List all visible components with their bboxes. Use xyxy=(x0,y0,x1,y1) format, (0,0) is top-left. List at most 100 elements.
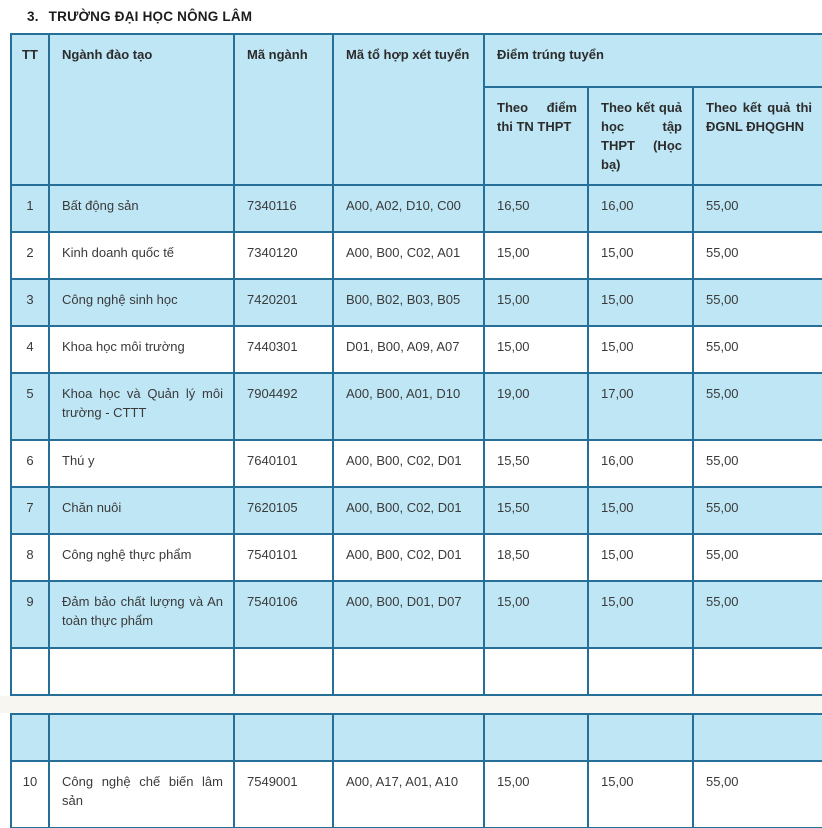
header-row-1: TT Ngành đào tạo Mã ngành Mã tổ hợp xét … xyxy=(10,33,822,186)
cell-score-hocba: 15,00 xyxy=(587,486,694,535)
table-row: 6 Thú y 7640101 A00, B00, C02, D01 15,50 16,0… xyxy=(10,439,822,488)
cell-tt: 8 xyxy=(10,533,50,582)
cutoff-partial-row xyxy=(10,647,822,696)
cell-code: 7440301 xyxy=(233,325,334,374)
cutoff-cell xyxy=(48,647,235,696)
col-header-score-thpt: Theo điểm thi TN THPT xyxy=(483,86,589,186)
cell-combination: A00, B00, C02, D01 xyxy=(332,533,485,582)
cutoff-cell xyxy=(233,647,334,696)
cell-score-hocba: 15,00 xyxy=(587,760,694,828)
cell-combination: A00, B00, C02, D01 xyxy=(332,439,485,488)
table-row: 1 Bất động sản 7340116 A00, A02, D10, C00 16… xyxy=(10,184,822,233)
cell-score-hocba: 15,00 xyxy=(587,533,694,582)
cutoff-partial-row xyxy=(10,713,822,762)
cell-tt: 3 xyxy=(10,278,50,327)
cutoff-cell xyxy=(691,647,822,696)
table-row: 5 Khoa học và Quản lý môi trường - CTTT 79… xyxy=(10,372,822,441)
cell-score-hocba: 17,00 xyxy=(587,372,694,441)
section-number: 3. xyxy=(27,9,39,24)
section-title-text: TRƯỜNG ĐẠI HỌC NÔNG LÂM xyxy=(48,9,253,24)
cell-tt: 6 xyxy=(10,439,50,488)
cell-combination: A00, A17, A01, A10 xyxy=(332,760,485,828)
cell-major: Khoa học và Quản lý môi trường - CTTT xyxy=(48,372,235,441)
cell-major: Đảm bảo chất lượng và An toàn thực phẩm xyxy=(48,580,235,649)
cell-code: 7340120 xyxy=(233,231,334,280)
cell-code: 7620105 xyxy=(233,486,334,535)
cell-score-dgnl: 55,00 xyxy=(691,486,822,535)
cell-combination: D01, B00, A09, A07 xyxy=(332,325,485,374)
cell-major: Chăn nuôi xyxy=(48,486,235,535)
cell-score-hocba: 16,00 xyxy=(587,439,694,488)
admission-score-table-part1: TT Ngành đào tạo Mã ngành Mã tổ hợp xét … xyxy=(10,33,822,696)
cell-combination: A00, B00, C02, D01 xyxy=(332,486,485,535)
table-row: 8 Công nghệ thực phẩm 7540101 A00, B00, C02… xyxy=(10,533,822,582)
cell-code: 7640101 xyxy=(233,439,334,488)
cutoff-cell xyxy=(332,647,485,696)
cell-major: Kinh doanh quốc tế xyxy=(48,231,235,280)
cell-score-dgnl: 55,00 xyxy=(691,580,822,649)
table-row: 10 Công nghệ chế biến lâm sản 7549001 A00, … xyxy=(10,760,822,828)
cell-score-hocba: 16,00 xyxy=(587,184,694,233)
cell-score-thpt: 15,50 xyxy=(483,439,589,488)
cell-score-dgnl: 55,00 xyxy=(691,372,822,441)
cell-score-thpt: 15,00 xyxy=(483,325,589,374)
cell-major: Thú y xyxy=(48,439,235,488)
cutoff-cell xyxy=(483,647,589,696)
col-header-code: Mã ngành xyxy=(233,33,334,186)
col-header-score-hocba: Theo kết quả học tập THPT (Học bạ) xyxy=(587,86,694,186)
cell-score-thpt: 15,00 xyxy=(483,231,589,280)
cell-tt: 5 xyxy=(10,372,50,441)
cell-major: Công nghệ chế biến lâm sản xyxy=(48,760,235,828)
col-header-score-group: Điểm trúng tuyển xyxy=(482,33,822,88)
cell-code: 7540106 xyxy=(233,580,334,649)
col-header-combination: Mã tổ hợp xét tuyển xyxy=(332,33,485,186)
cell-code: 7549001 xyxy=(233,760,334,828)
cell-score-hocba: 15,00 xyxy=(587,231,694,280)
cell-tt: 10 xyxy=(10,760,50,828)
cell-major: Công nghệ thực phẩm xyxy=(48,533,235,582)
cell-major: Công nghệ sinh học xyxy=(48,278,235,327)
cell-score-thpt: 16,50 xyxy=(483,184,589,233)
admission-score-table-part2: 10 Công nghệ chế biến lâm sản 7549001 A00, … xyxy=(10,713,822,828)
table-row: 4 Khoa học môi trường 7440301 D01, B00, A09… xyxy=(10,325,822,374)
cell-score-dgnl: 55,00 xyxy=(691,325,822,374)
table-row: 9 Đảm bảo chất lượng và An toàn thực phẩm… xyxy=(10,580,822,649)
cell-score-thpt: 15,00 xyxy=(483,760,589,828)
table-row: 3 Công nghệ sinh học 7420201 B00, B02, B03,… xyxy=(10,278,822,327)
cell-score-thpt: 15,50 xyxy=(483,486,589,535)
cell-score-dgnl: 55,00 xyxy=(691,278,822,327)
cell-score-dgnl: 55,00 xyxy=(691,439,822,488)
cell-combination: B00, B02, B03, B05 xyxy=(332,278,485,327)
cutoff-cell xyxy=(692,713,822,762)
cell-code: 7420201 xyxy=(233,278,334,327)
cell-tt: 4 xyxy=(10,325,50,374)
cutoff-cell xyxy=(233,713,334,762)
cell-tt: 9 xyxy=(10,580,50,649)
col-header-score-dgnl: Theo kết quả thi ĐGNL ĐHQGHN xyxy=(691,86,822,186)
cell-major: Bất động sản xyxy=(48,184,235,233)
cell-score-dgnl: 55,00 xyxy=(691,533,822,582)
cell-combination: A00, B00, C02, A01 xyxy=(332,231,485,280)
cutoff-cell xyxy=(10,647,50,696)
cell-code: 7340116 xyxy=(233,184,334,233)
section-title: 3. TRƯỜNG ĐẠI HỌC NÔNG LÂM xyxy=(27,9,822,24)
cell-combination: A00, B00, A01, D10 xyxy=(332,372,485,441)
cell-tt: 2 xyxy=(10,231,50,280)
cutoff-cell xyxy=(587,713,694,762)
cell-major: Khoa học môi trường xyxy=(48,325,235,374)
cell-score-dgnl: 55,00 xyxy=(691,184,822,233)
cell-score-dgnl: 55,00 xyxy=(691,231,822,280)
cell-score-thpt: 15,00 xyxy=(483,278,589,327)
cell-score-hocba: 15,00 xyxy=(587,325,694,374)
cutoff-cell xyxy=(332,713,485,762)
cell-score-hocba: 15,00 xyxy=(587,580,694,649)
cutoff-cell xyxy=(587,647,694,696)
cell-score-hocba: 15,00 xyxy=(587,278,694,327)
cell-combination: A00, A02, D10, C00 xyxy=(332,184,485,233)
cell-code: 7904492 xyxy=(233,372,334,441)
table-row: 2 Kinh doanh quốc tế 7340120 A00, B00, C02,… xyxy=(10,231,822,280)
cell-tt: 1 xyxy=(10,184,50,233)
cell-score-thpt: 19,00 xyxy=(483,372,589,441)
cell-code: 7540101 xyxy=(233,533,334,582)
col-header-tt: TT xyxy=(10,33,50,186)
